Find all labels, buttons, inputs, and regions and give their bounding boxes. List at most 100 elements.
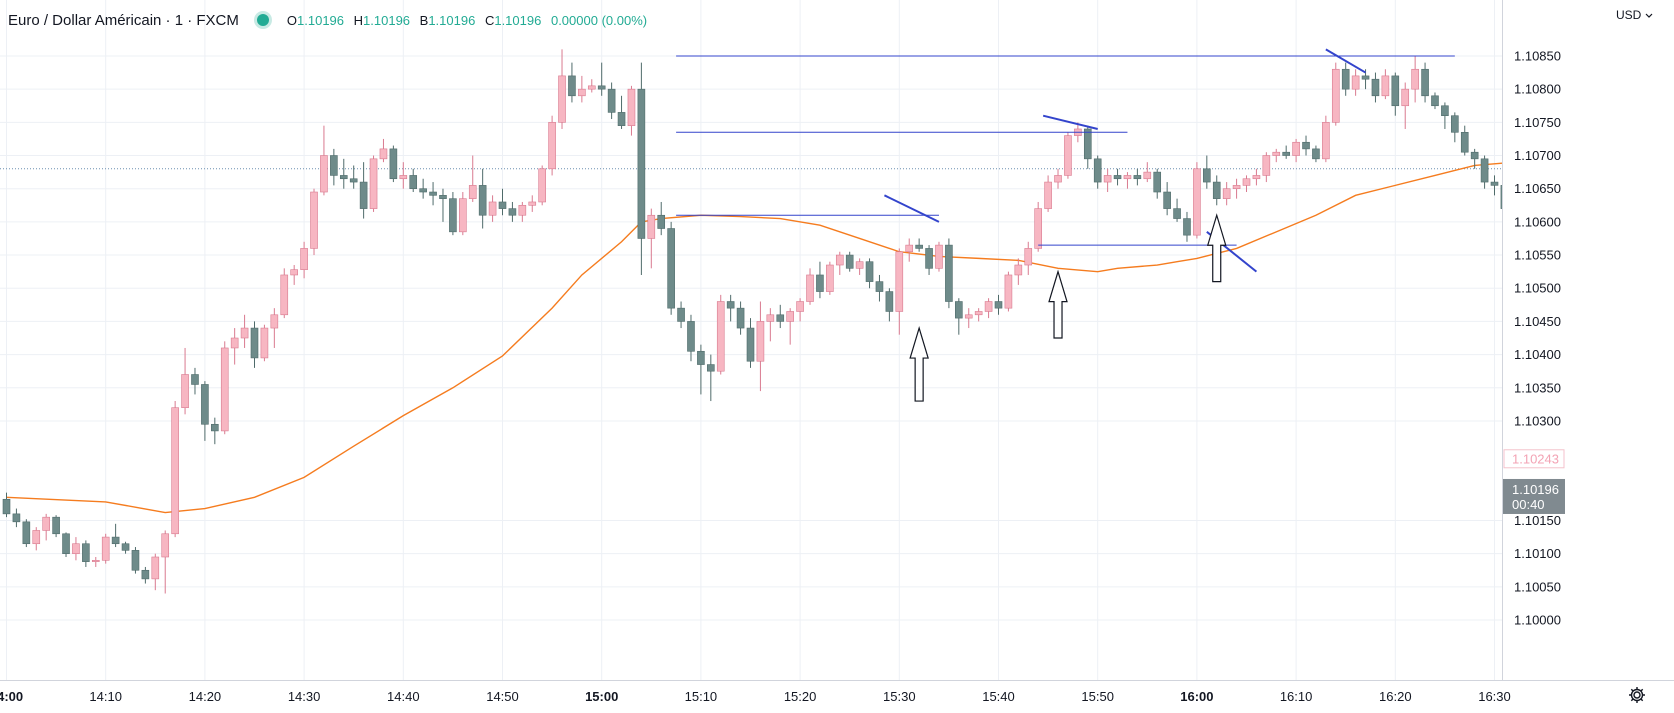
candle-body: [349, 178, 358, 183]
candle-body: [707, 364, 715, 372]
x-tick-label: 15:50: [1081, 689, 1114, 704]
grid: [0, 0, 1502, 680]
y-tick-label: 1.10400: [1514, 347, 1561, 362]
candle-body: [855, 261, 864, 269]
candle-body: [1480, 158, 1489, 183]
trend-line[interactable]: [883, 194, 940, 223]
candle-body: [627, 88, 636, 126]
last-price-badge: [1503, 478, 1565, 514]
candle-body: [359, 181, 368, 209]
candle-body: [756, 321, 765, 362]
candle-body: [230, 337, 239, 349]
candle-body: [12, 513, 21, 523]
candle-body: [478, 185, 487, 216]
candle-body: [1252, 175, 1261, 180]
candle-body: [1222, 188, 1231, 199]
y-tick-label: 1.10600: [1514, 214, 1561, 229]
candle-body: [1083, 128, 1092, 160]
candle-body: [449, 198, 457, 233]
candle-body: [1431, 95, 1439, 107]
candle-body: [597, 85, 606, 90]
candle-body: [1203, 168, 1211, 183]
candle-body: [1441, 105, 1449, 117]
candle-body: [1272, 151, 1281, 156]
candle-body: [1143, 171, 1152, 180]
change-value: 0.00000 (0.00%): [550, 12, 648, 28]
close-label: C: [484, 12, 495, 28]
trend-line[interactable]: [1042, 114, 1098, 130]
candle-body: [895, 251, 904, 312]
arrow-up-icon[interactable]: [909, 325, 929, 402]
candle-body: [320, 155, 328, 193]
marker-price-badge: [1503, 449, 1565, 469]
x-tick-label: 14:50: [486, 689, 519, 704]
candle-body: [1302, 141, 1310, 150]
candle-body: [191, 374, 199, 385]
candle-body: [1451, 115, 1459, 133]
candle-body: [1460, 131, 1469, 153]
candle-body: [1103, 175, 1112, 183]
candle-body: [62, 533, 70, 554]
gear-icon[interactable]: [1626, 684, 1648, 706]
candle-body: [1113, 175, 1122, 180]
trend-line[interactable]: [1325, 48, 1367, 74]
open-label: O: [286, 12, 298, 28]
candle-body: [1193, 168, 1201, 236]
symbol-legend: Euro / Dollar Américain · 1 · FXCM O1.10…: [8, 8, 653, 32]
open-value: 1.10196: [297, 12, 345, 28]
low-label: B: [419, 12, 429, 28]
arrow-up-icon[interactable]: [1206, 213, 1227, 283]
candle-body: [409, 175, 418, 189]
candle-body: [578, 88, 586, 97]
candle-body: [101, 536, 110, 561]
y-tick-label: 1.10150: [1514, 513, 1561, 528]
drawings[interactable]: [676, 48, 1455, 402]
candle-body: [1470, 151, 1479, 160]
candle-body: [587, 85, 596, 90]
candle-body: [746, 327, 755, 362]
candle-body: [935, 244, 943, 269]
ohlc-values: O1.10196 H1.10196 B1.10196 C1.10196 0.00…: [287, 13, 653, 28]
arrow-up-icon[interactable]: [1048, 269, 1068, 339]
y-tick-label: 1.10350: [1514, 380, 1561, 395]
candle-body: [657, 214, 666, 229]
candle-body: [1282, 151, 1290, 156]
candle-body: [1391, 75, 1400, 107]
candle-body: [548, 122, 556, 170]
currency-selector[interactable]: USD: [1612, 6, 1657, 24]
candle-body: [1232, 185, 1241, 190]
candle-body: [310, 191, 318, 249]
market-status-icon: [256, 14, 269, 26]
candle-body: [1341, 68, 1350, 90]
symbol-title[interactable]: Euro / Dollar Américain · 1 · FXCM: [8, 11, 239, 29]
candle-body: [171, 407, 179, 535]
candle-body: [1183, 218, 1191, 236]
close-value: 1.10196: [494, 12, 542, 28]
candle-body: [1421, 68, 1429, 97]
x-tick-label: 16:10: [1280, 689, 1313, 704]
candle-body: [1401, 88, 1410, 107]
candle-body: [568, 75, 576, 97]
candle-body: [1331, 68, 1340, 123]
candle-body: [161, 533, 170, 558]
x-tick-label: 14:30: [288, 689, 321, 704]
candle-body: [121, 543, 130, 551]
candle-body: [1212, 181, 1221, 199]
candle-body: [181, 374, 189, 408]
y-tick-label: 1.10050: [1514, 579, 1561, 594]
candle-body: [1173, 208, 1181, 219]
candle-body: [300, 248, 308, 270]
y-tick-label: 1.10450: [1514, 314, 1561, 329]
x-tick-label: 14:20: [189, 689, 222, 704]
candle-body: [865, 261, 874, 282]
candle-body: [419, 188, 427, 193]
candle-body: [82, 543, 90, 562]
price-axis[interactable]: [1502, 0, 1674, 713]
candle-body: [1163, 191, 1171, 209]
candle-body: [1014, 264, 1023, 276]
candle-body: [211, 423, 219, 432]
candle-body: [1381, 75, 1390, 97]
